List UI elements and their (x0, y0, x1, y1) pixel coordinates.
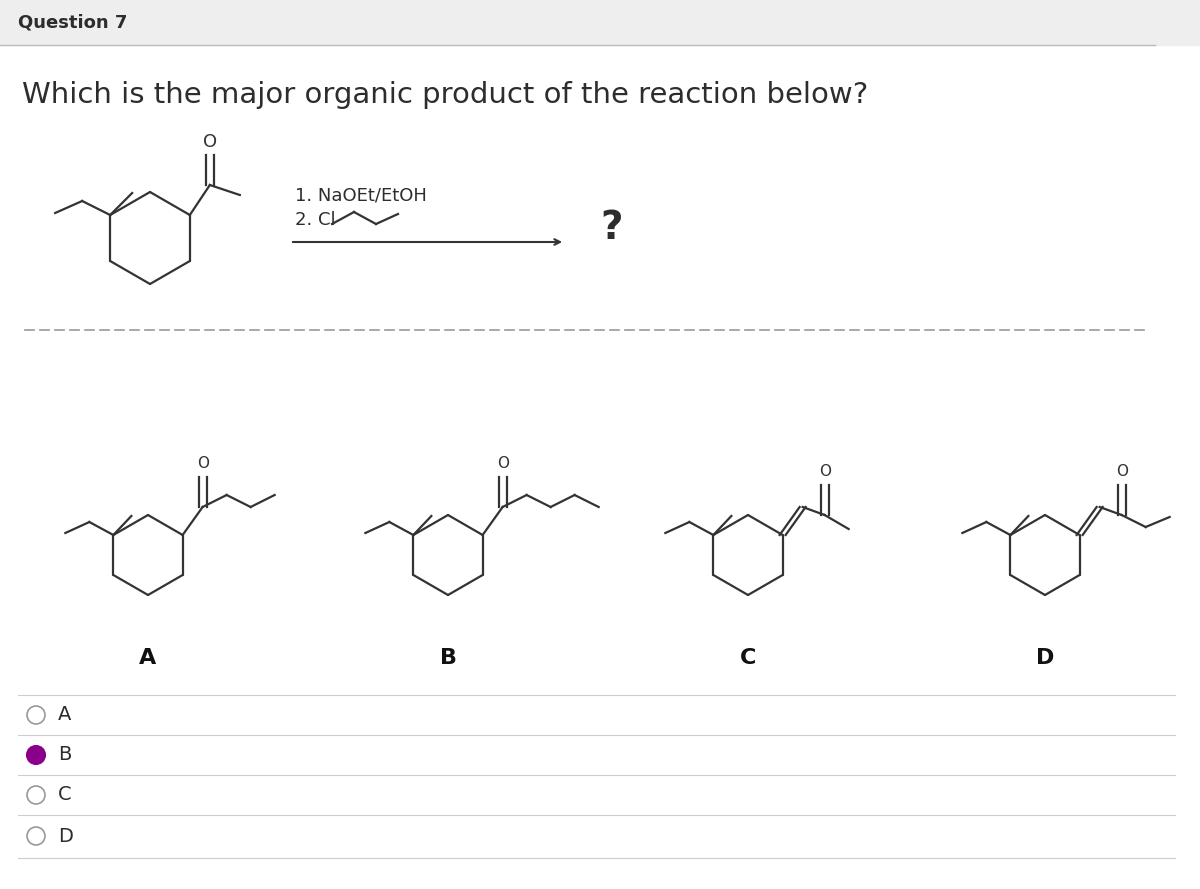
Text: O: O (197, 456, 209, 471)
Text: B: B (439, 648, 456, 668)
Text: O: O (1116, 464, 1128, 479)
Text: D: D (1036, 648, 1054, 668)
Text: C: C (58, 786, 72, 805)
Text: 1. NaOEt/EtOH: 1. NaOEt/EtOH (295, 186, 427, 204)
Text: O: O (203, 133, 217, 151)
Text: 2. Cl: 2. Cl (295, 211, 336, 229)
Circle shape (28, 746, 46, 764)
Text: O: O (818, 464, 830, 479)
Text: C: C (740, 648, 756, 668)
Text: Which is the major organic product of the reaction below?: Which is the major organic product of th… (22, 81, 869, 109)
Bar (0, 0, 1200, 45)
Text: Question 7: Question 7 (18, 14, 127, 32)
Text: A: A (58, 706, 71, 725)
Text: B: B (58, 746, 71, 765)
Text: D: D (58, 827, 73, 845)
Text: O: O (497, 456, 509, 471)
Text: ?: ? (600, 209, 623, 247)
Text: A: A (139, 648, 157, 668)
